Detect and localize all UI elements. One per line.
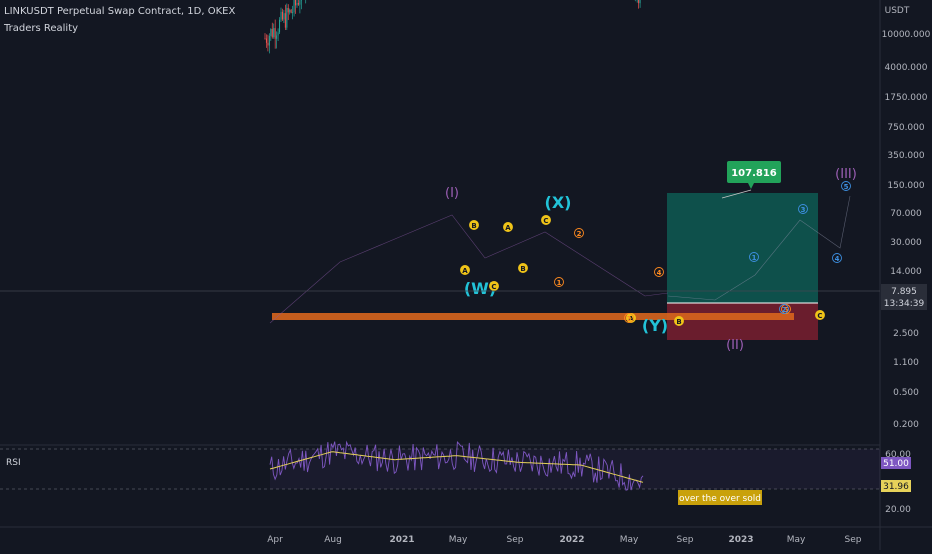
candle-body	[286, 8, 287, 28]
candle-body	[269, 36, 270, 46]
y-tick-label: 750.000	[887, 123, 924, 133]
candle-body	[275, 28, 276, 39]
svg-text:1: 1	[557, 279, 562, 287]
x-tick-label: May	[787, 535, 806, 545]
candle-body	[638, 0, 639, 3]
candle-body	[266, 39, 267, 43]
candle-body	[289, 10, 290, 13]
wave-label-minor: A	[461, 266, 470, 276]
countdown-label: 13:34:39	[884, 299, 925, 309]
stop-zone[interactable]	[667, 303, 818, 340]
svg-text:C: C	[817, 312, 822, 320]
wave-label-minor: C	[490, 282, 499, 292]
rsi-value-label: 51.00	[883, 459, 909, 469]
svg-text:3: 3	[627, 315, 632, 323]
wave-label-minor: B	[519, 264, 528, 274]
candle-body	[292, 12, 293, 13]
candle-body	[280, 12, 281, 20]
y-tick-label: 1750.000	[885, 93, 928, 103]
y-axis-unit: USDT	[885, 6, 910, 16]
svg-text:3: 3	[801, 206, 806, 214]
svg-text:B: B	[471, 222, 476, 230]
x-tick-label: Sep	[507, 535, 524, 545]
rsi-note-text: over the over sold	[679, 494, 761, 504]
chart-title: LINKUSDT Perpetual Swap Contract, 1D, OK…	[4, 6, 235, 17]
y-tick-label: 70.000	[890, 209, 922, 219]
candle-body	[279, 20, 280, 33]
candle-body	[285, 13, 286, 27]
y-tick-label: 2.500	[893, 329, 919, 339]
candle-body	[276, 36, 277, 39]
y-tick-label: 350.000	[887, 151, 924, 161]
svg-text:1: 1	[752, 254, 757, 262]
svg-text:A: A	[505, 224, 511, 232]
svg-text:2: 2	[577, 230, 582, 238]
target-zone[interactable]	[667, 193, 818, 303]
candle-body	[288, 8, 289, 12]
wave-label-primary: (III)	[835, 167, 857, 182]
x-tick-label: Apr	[267, 535, 283, 545]
candle-body	[296, 3, 297, 5]
svg-text:A: A	[462, 267, 468, 275]
y-tick-label: 14.000	[890, 267, 922, 277]
support-band[interactable]	[272, 313, 794, 320]
rsi-title: RSI	[6, 458, 21, 468]
svg-text:4: 4	[657, 269, 662, 277]
candle-body	[299, 0, 300, 4]
candle-body	[270, 29, 271, 36]
wave-label-minor: A	[504, 223, 513, 233]
x-tick-label: 2023	[728, 535, 753, 545]
svg-text:C: C	[543, 217, 548, 225]
wave-label-intermediate: (X)	[545, 193, 572, 212]
rsi-tick-label: 20.00	[885, 505, 911, 515]
wave-label-primary: (I)	[445, 186, 459, 201]
x-tick-label: May	[620, 535, 639, 545]
rsi-ma-label: 31.96	[883, 482, 909, 492]
candle-body	[273, 28, 274, 37]
y-tick-label: 0.200	[893, 420, 919, 430]
svg-text:2: 2	[782, 306, 787, 314]
x-tick-label: 2022	[559, 535, 584, 545]
x-tick-label: Sep	[845, 535, 862, 545]
x-tick-label: May	[449, 535, 468, 545]
svg-text:B: B	[520, 265, 525, 273]
wave-label-minor: B	[470, 221, 479, 231]
y-tick-label: 0.500	[893, 388, 919, 398]
target-price-label: 107.816	[731, 168, 777, 179]
candle-body	[282, 12, 283, 20]
candle-body	[264, 38, 265, 39]
candle-body	[283, 13, 284, 19]
wave-label-primary: (II)	[726, 338, 744, 353]
svg-text:B: B	[676, 318, 681, 326]
svg-text:5: 5	[844, 183, 849, 191]
author-name: Traders Reality	[4, 23, 78, 34]
candle-body	[267, 43, 268, 46]
y-tick-label: 4000.000	[885, 63, 928, 73]
candle-body	[272, 29, 273, 37]
x-tick-label: 2021	[389, 535, 414, 545]
candle-body	[295, 0, 296, 5]
y-tick-label: 150.000	[887, 181, 924, 191]
wave-label-minor: C	[542, 216, 551, 226]
candle-body	[278, 32, 279, 35]
x-tick-label: Aug	[324, 535, 342, 545]
candle-body	[294, 0, 295, 12]
y-tick-label: 1.100	[893, 358, 919, 368]
wave-label-minor: B	[675, 317, 684, 327]
svg-text:C: C	[491, 283, 496, 291]
candle-body	[640, 0, 641, 3]
y-tick-label: 10000.000	[882, 30, 931, 40]
svg-text:4: 4	[835, 255, 840, 263]
wave-label-intermediate: (Y)	[642, 316, 668, 335]
last-price-label: 7.895	[891, 287, 917, 297]
candle-body	[291, 10, 292, 13]
y-tick-label: 30.000	[890, 238, 922, 248]
wave-label-minor: C	[816, 311, 825, 321]
x-tick-label: Sep	[677, 535, 694, 545]
candle-body	[298, 3, 299, 5]
